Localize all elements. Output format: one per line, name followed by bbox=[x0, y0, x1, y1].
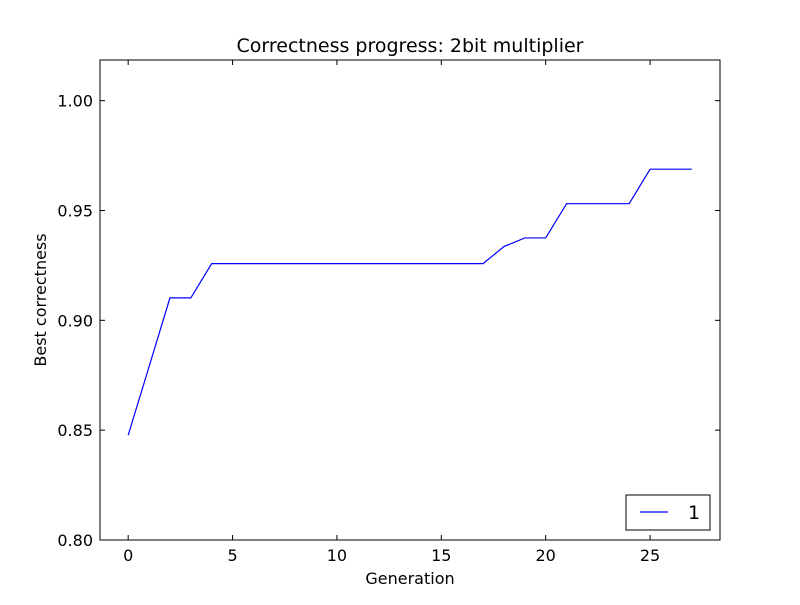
y-axis: 0.80 0.85 0.90 0.95 1.00 bbox=[57, 92, 720, 550]
y-axis-label: Best correctness bbox=[31, 233, 50, 366]
x-tick-label: 15 bbox=[431, 546, 451, 565]
x-tick-label: 25 bbox=[640, 546, 660, 565]
axes-frame bbox=[99, 59, 721, 541]
y-tick-label: 0.95 bbox=[57, 201, 93, 220]
x-tick-label: 10 bbox=[327, 546, 347, 565]
chart-title: Correctness progress: 2bit multiplier bbox=[237, 35, 584, 57]
y-tick-label: 0.90 bbox=[57, 311, 93, 330]
plot-area bbox=[127, 168, 692, 436]
series-line-1 bbox=[127, 168, 692, 436]
x-tick-label: 20 bbox=[536, 546, 556, 565]
y-tick-label: 1.00 bbox=[57, 92, 93, 111]
x-axis: 0 5 10 15 20 25 bbox=[123, 60, 660, 565]
legend: 1 bbox=[625, 494, 711, 531]
y-tick-label: 0.85 bbox=[57, 421, 93, 440]
legend-label-series-1: 1 bbox=[688, 502, 700, 524]
y-tick-label: 0.80 bbox=[57, 531, 93, 550]
x-tick-label: 5 bbox=[227, 546, 237, 565]
x-axis-label: Generation bbox=[365, 569, 454, 588]
x-tick-label: 0 bbox=[123, 546, 133, 565]
